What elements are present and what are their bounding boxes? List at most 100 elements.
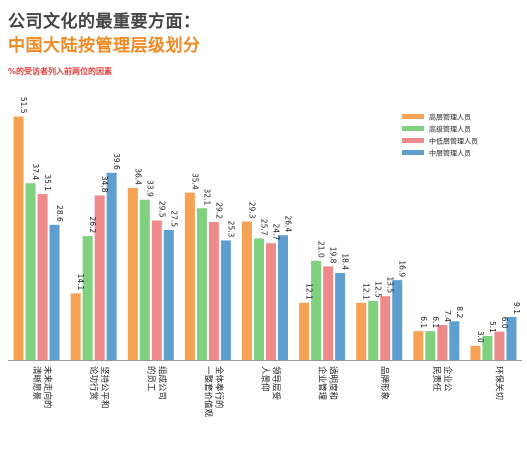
value-label: 51.5 xyxy=(19,97,28,114)
legend-label: 中低层管理人员 xyxy=(429,137,478,146)
legend-label: 高层管理人员 xyxy=(429,113,471,122)
bar xyxy=(425,331,436,360)
bar xyxy=(220,240,231,360)
bar xyxy=(196,208,207,360)
bar xyxy=(311,260,322,360)
category-label: 坚持公平和 xyxy=(99,366,110,409)
value-label: 9.1 xyxy=(512,302,521,314)
value-label: 29.2 xyxy=(214,202,223,219)
category-label: 全体奉行的 xyxy=(213,366,224,409)
bar xyxy=(208,221,219,360)
category-label: 企业管理 xyxy=(317,366,328,401)
value-label: 28.6 xyxy=(55,205,64,222)
value-label: 32.1 xyxy=(202,189,211,206)
value-label: 35.4 xyxy=(190,173,199,190)
value-label: 29.3 xyxy=(248,202,257,219)
bar xyxy=(506,316,517,360)
category-label: 人景仰 xyxy=(260,366,271,392)
category-label: 组成公司 xyxy=(156,366,167,400)
legend-swatch xyxy=(402,150,424,155)
bar xyxy=(25,183,36,360)
legend-label: 高级管理人员 xyxy=(429,125,471,134)
value-label: 34.8 xyxy=(100,176,109,193)
value-labels-layer: 51.5 37.435.1 28.6 14.1 26.2 34.839.6 36.433.9… xyxy=(19,97,521,343)
legend-label: 中层管理人员 xyxy=(429,149,471,158)
bar xyxy=(299,302,310,360)
bar xyxy=(70,293,81,360)
bar xyxy=(335,273,346,360)
bar xyxy=(392,280,403,360)
category-label: 领导层受 xyxy=(271,366,282,401)
value-label: 26.4 xyxy=(284,215,293,232)
value-label: 7.4 xyxy=(443,310,452,322)
value-label: 12.1 xyxy=(362,283,371,300)
bar xyxy=(368,300,379,360)
value-label: 25.7 xyxy=(260,219,269,236)
legend-swatch xyxy=(402,114,424,119)
category-label: 的员工 xyxy=(145,366,156,392)
value-label: 29.5 xyxy=(157,201,166,218)
bar xyxy=(127,187,138,360)
value-label: 6.1 xyxy=(419,316,428,328)
category-label: 透明度和 xyxy=(328,366,339,400)
bar xyxy=(494,331,505,360)
bar xyxy=(49,224,60,360)
bar xyxy=(380,296,391,360)
bar xyxy=(13,116,24,360)
bar xyxy=(94,195,105,360)
category-label: 一整套价值观 xyxy=(202,366,213,418)
bars-layer xyxy=(13,116,517,360)
value-label: 6.0 xyxy=(500,317,509,329)
value-label: 8.2 xyxy=(455,306,464,318)
value-label: 24.7 xyxy=(272,224,281,241)
bar xyxy=(82,236,93,360)
category-label: 清晰愿景 xyxy=(31,366,42,400)
category-label: 民责任 xyxy=(431,366,442,392)
value-label: 19.8 xyxy=(329,247,338,264)
category-label: 企业公 xyxy=(442,366,453,392)
bar xyxy=(139,199,150,360)
value-label: 35.1 xyxy=(43,174,52,191)
value-label: 16.9 xyxy=(398,260,407,277)
value-label: 27.5 xyxy=(169,210,178,227)
category-label: 论功行赏 xyxy=(88,366,99,400)
value-label: 33.9 xyxy=(145,180,154,197)
value-label: 37.4 xyxy=(31,163,40,180)
bar xyxy=(449,321,460,360)
chart-title-line2: 中国大陆按管理层级划分 xyxy=(8,36,201,56)
chart-title-line1: 公司文化的最重要方面： xyxy=(8,12,201,32)
category-label: 环保关切 xyxy=(493,366,504,400)
bar xyxy=(254,238,264,360)
bar xyxy=(278,235,288,360)
bar xyxy=(163,230,174,360)
bar xyxy=(106,172,117,360)
value-label: 26.2 xyxy=(88,216,97,233)
legend-swatch xyxy=(402,126,424,131)
legend-swatch xyxy=(402,138,424,143)
bar xyxy=(413,331,424,360)
category-label: 品牌形象 xyxy=(379,366,390,401)
bar xyxy=(242,221,252,360)
value-label: 12.1 xyxy=(305,283,314,300)
value-label: 12.5 xyxy=(374,281,383,298)
bar xyxy=(356,302,367,360)
value-label: 36.4 xyxy=(133,168,142,185)
bar xyxy=(184,192,195,360)
bar xyxy=(266,243,276,360)
value-label: 6.1 xyxy=(431,316,440,328)
value-label: 18.4 xyxy=(341,253,350,270)
bar xyxy=(323,266,334,360)
value-label: 5.1 xyxy=(488,321,497,333)
bar xyxy=(151,220,162,360)
chart-subtitle: %的受访者列入前两位的因素 xyxy=(8,67,113,76)
value-label: 3.0 xyxy=(476,331,485,343)
bar xyxy=(37,194,48,360)
value-label: 39.6 xyxy=(112,153,121,170)
bar xyxy=(482,335,493,360)
value-label: 14.1 xyxy=(76,274,85,291)
value-label: 13.5 xyxy=(386,276,395,293)
category-label: 未来走向的 xyxy=(42,366,53,409)
